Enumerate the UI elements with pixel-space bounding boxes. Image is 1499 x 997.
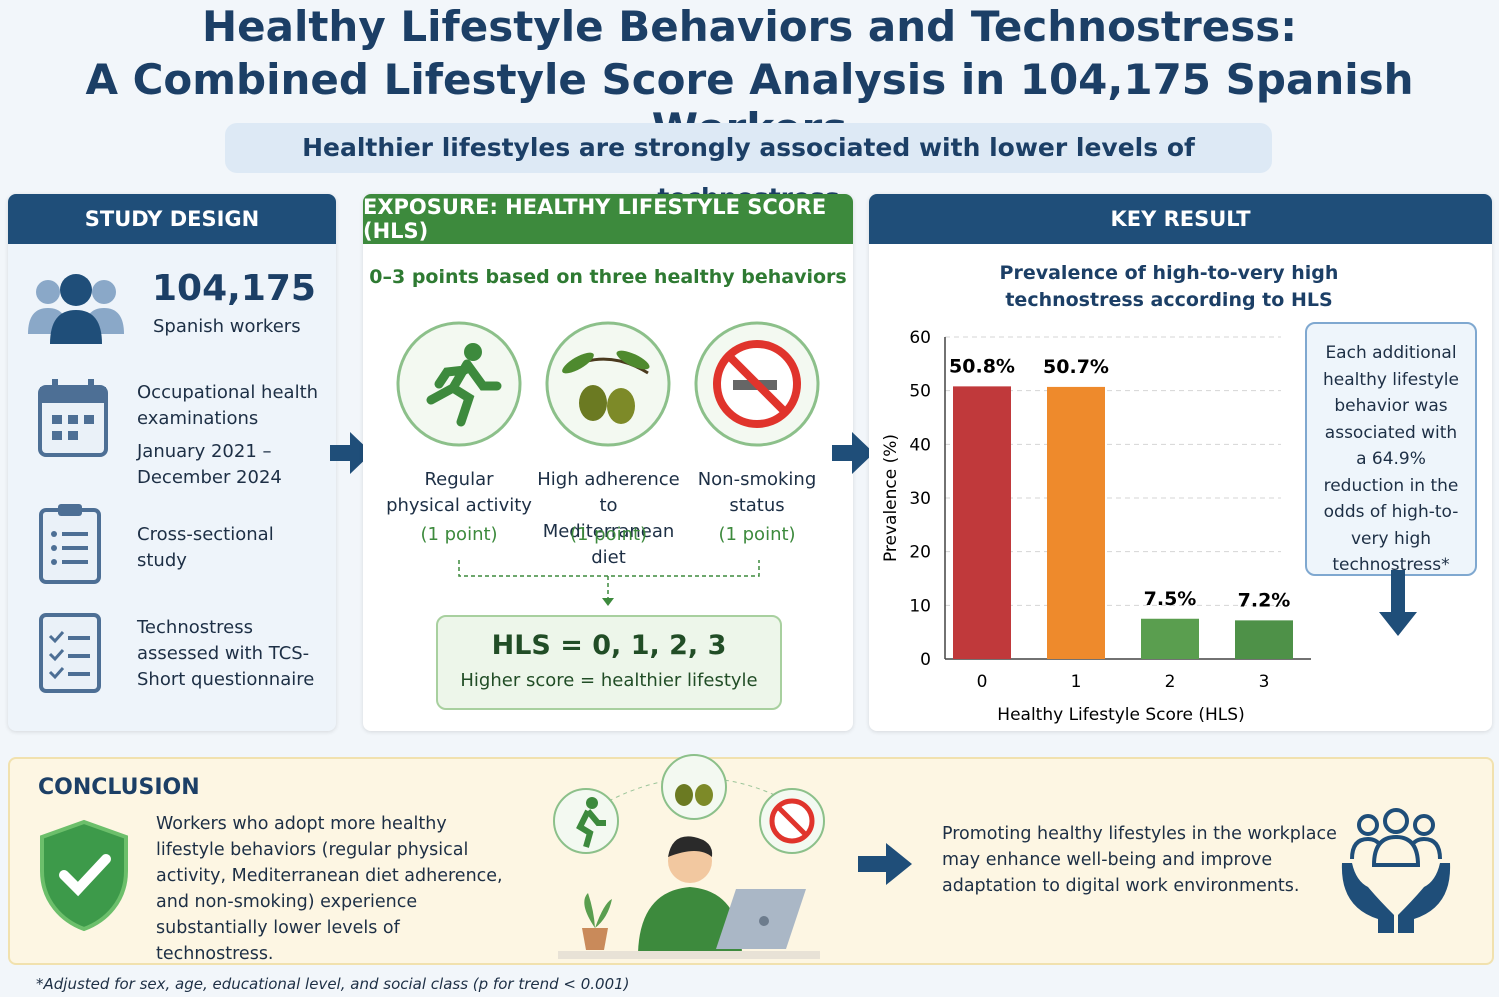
panel-heading: STUDY DESIGN: [8, 194, 336, 244]
study-item: Cross-sectional study: [137, 524, 274, 571]
conclusion-text: Workers who adopt more healthy lifestyle…: [156, 814, 503, 964]
y-tick-label: 10: [909, 596, 931, 616]
formula-box: [436, 615, 782, 710]
study-item: Occupational health examinations: [137, 382, 319, 429]
value-label: 50.8%: [949, 355, 1015, 377]
bar: [1141, 618, 1199, 659]
subtitle: Healthier lifestyles are strongly associ…: [225, 123, 1272, 212]
key-result-panel: KEY RESULT Prevalence of high-to-very hi…: [869, 194, 1492, 731]
behavior-label: Regular physical activity: [386, 469, 532, 516]
down-arrow: [1379, 570, 1417, 636]
panel-heading: KEY RESULT: [869, 194, 1492, 244]
exposure-intro: 0–3 points based on three healthy behavi…: [369, 266, 847, 288]
panel-heading: EXPOSURE: HEALTHY LIFESTYLE SCORE (HLS): [363, 194, 853, 244]
arrow: [858, 843, 912, 885]
count-label: Spanish workers: [153, 316, 301, 337]
study-item: Technostress assessed with TCS-Short que…: [137, 617, 315, 690]
bar: [1047, 386, 1105, 659]
x-tick-label: 1: [1071, 672, 1082, 692]
calendar-icon: [38, 379, 108, 457]
footnote: *Adjusted for sex, age, educational leve…: [36, 975, 630, 993]
formula: HLS = 0, 1, 2, 3: [491, 630, 727, 661]
behavior-icons: [396, 321, 820, 447]
connector: [458, 560, 760, 606]
x-tick-label: 2: [1165, 672, 1176, 692]
study-design-panel: STUDY DESIGN 104,175 Spanish workers Occ…: [8, 194, 336, 731]
conclusion-heading: CONCLUSION: [38, 775, 200, 800]
y-tick-label: 60: [909, 328, 931, 348]
callout: Each additional healthy lifestyle behavi…: [1305, 322, 1477, 576]
behavior-label: Non-smoking status: [697, 469, 817, 516]
y-tick-label: 30: [909, 489, 931, 509]
behavior-points: (1 point): [420, 524, 498, 545]
formula-note: Higher score = healthier lifestyle: [460, 670, 758, 691]
clipboard-icon: [39, 504, 101, 584]
y-tick-label: 20: [909, 543, 931, 563]
chart-title: Prevalence of high-to-very high technost…: [999, 262, 1339, 311]
implication: Promoting healthy lifestyles in the work…: [942, 824, 1337, 896]
title: Healthy Lifestyle Behaviors and Technost…: [201, 2, 1298, 51]
y-tick-label: 50: [909, 382, 931, 402]
y-tick-label: 0: [920, 650, 931, 670]
exposure-panel: EXPOSURE: HEALTHY LIFESTYLE SCORE (HLS) …: [363, 194, 853, 731]
behavior-points: (1 point): [569, 524, 648, 545]
worker-illustration: [553, 754, 825, 959]
x-tick-label: 0: [977, 672, 988, 692]
people-icon: [28, 274, 124, 344]
bar: [953, 386, 1011, 659]
y-axis-label: Prevalence (%): [881, 434, 901, 562]
behavior-label: High adherence to Mediterranean diet: [537, 469, 680, 568]
arrow: [832, 432, 874, 474]
value-label: 50.7%: [1043, 356, 1109, 378]
study-item: January 2021 – December 2024: [137, 441, 282, 488]
count: 104,175: [152, 268, 316, 309]
care-icon: [1341, 808, 1451, 933]
shield-icon: [40, 819, 128, 931]
x-tick-label: 3: [1259, 672, 1270, 692]
y-tick-label: 40: [909, 435, 931, 455]
value-label: 7.2%: [1238, 589, 1291, 611]
conclusion-panel: CONCLUSION Workers who adopt more health…: [8, 754, 1494, 965]
arrow: [330, 432, 372, 474]
bar: [1235, 620, 1293, 659]
behavior-points: (1 point): [718, 524, 796, 545]
x-axis-label: Healthy Lifestyle Score (HLS): [997, 705, 1244, 725]
value-label: 7.5%: [1144, 588, 1197, 610]
checklist-icon: [39, 613, 101, 693]
